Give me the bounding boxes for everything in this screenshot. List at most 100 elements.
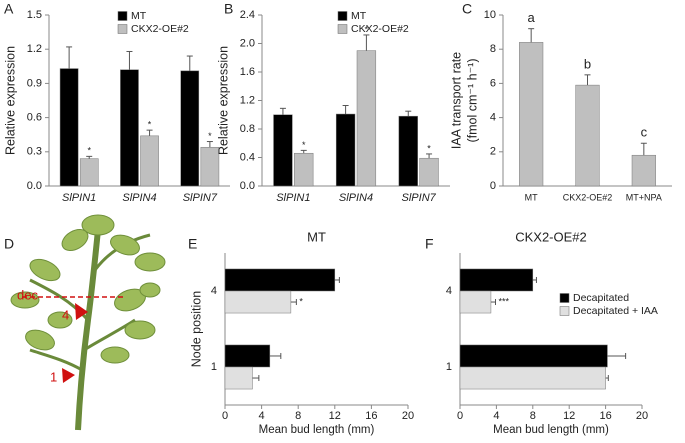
error-bar bbox=[532, 276, 537, 283]
annotation: * bbox=[299, 296, 303, 306]
x-tick-label: SlPIN1 bbox=[276, 192, 310, 204]
x-tick-label: 20 bbox=[402, 410, 414, 422]
plant-illustration: dec 4 1 D bbox=[4, 214, 166, 431]
error-bar bbox=[126, 50, 133, 70]
error-bar bbox=[605, 375, 609, 382]
y-axis-title: IAA transport rate bbox=[449, 52, 463, 149]
legend-swatch bbox=[337, 11, 348, 21]
legend-swatch bbox=[559, 306, 570, 316]
error-bar bbox=[342, 104, 349, 115]
y-tick-label: 1 bbox=[211, 361, 217, 373]
y-axis-title: (fmol cm⁻¹ h⁻¹) bbox=[465, 58, 479, 142]
panel-label: D bbox=[4, 236, 14, 252]
annotation: * bbox=[427, 143, 431, 153]
error-bar bbox=[640, 142, 647, 156]
bar bbox=[180, 70, 200, 187]
annotation: a bbox=[528, 10, 536, 25]
error-bar bbox=[252, 375, 260, 382]
y-tick-label: 0.8 bbox=[240, 123, 255, 135]
panel-label: E bbox=[188, 236, 197, 252]
error-bar bbox=[86, 155, 93, 159]
y-tick-label: 1.5 bbox=[27, 9, 42, 21]
y-tick-label: 0.9 bbox=[27, 77, 42, 89]
x-tick-label: SlPIN4 bbox=[122, 192, 156, 204]
error-bar bbox=[300, 149, 307, 154]
legend-label: Decapitated bbox=[573, 292, 629, 304]
legend-label: MT bbox=[351, 10, 367, 22]
bar bbox=[356, 50, 377, 187]
y-tick-label: 10 bbox=[484, 9, 496, 21]
y-tick-label: 0 bbox=[490, 180, 496, 192]
chart-title: MT bbox=[307, 229, 326, 244]
node-label: 1 bbox=[50, 369, 57, 384]
y-tick-label: 4 bbox=[446, 285, 452, 297]
error-bar bbox=[584, 74, 591, 86]
annotation: * bbox=[302, 140, 306, 150]
stem bbox=[75, 229, 101, 431]
y-tick-label: 8 bbox=[490, 43, 496, 55]
y-tick-label: 0.3 bbox=[27, 146, 42, 158]
y-axis-title: Relative expression bbox=[3, 46, 17, 155]
y-axis-title: Node position bbox=[189, 291, 203, 367]
legend-label: MT bbox=[131, 10, 147, 22]
legend-swatch bbox=[337, 24, 348, 34]
x-tick-label: 0 bbox=[457, 410, 463, 422]
error-bar bbox=[334, 276, 340, 283]
legend-label: Decapitated + IAA bbox=[573, 305, 658, 317]
bar bbox=[459, 268, 534, 292]
y-tick-label: 6 bbox=[490, 77, 496, 89]
y-tick-label: 2 bbox=[490, 146, 496, 158]
error-bar bbox=[269, 352, 282, 359]
panel-label: F bbox=[425, 236, 434, 252]
bar bbox=[224, 290, 292, 314]
y-tick-label: 0.0 bbox=[27, 180, 42, 192]
cut-label: dec bbox=[17, 287, 38, 302]
bar bbox=[575, 84, 600, 187]
y-tick-label: 4 bbox=[490, 112, 496, 124]
legend-label: CKX2-OE#2 bbox=[131, 23, 189, 35]
x-tick-label: SlPIN4 bbox=[339, 192, 373, 204]
x-axis-title: Mean bud length (mm) bbox=[493, 424, 609, 436]
bar bbox=[459, 344, 608, 368]
x-tick-label: 20 bbox=[636, 410, 648, 422]
bar bbox=[120, 69, 139, 187]
error-bar bbox=[290, 299, 297, 306]
bar bbox=[631, 154, 656, 187]
chart-title: CKX2-OE#2 bbox=[515, 229, 587, 244]
x-tick-label: 4 bbox=[259, 410, 265, 422]
bar bbox=[294, 152, 314, 187]
x-tick-label: 16 bbox=[365, 410, 377, 422]
error-bar bbox=[146, 129, 153, 136]
x-tick-label: 8 bbox=[295, 410, 301, 422]
node-arrow bbox=[62, 368, 75, 383]
x-tick-label: 16 bbox=[599, 410, 611, 422]
error-bar bbox=[607, 352, 627, 359]
legend-swatch bbox=[117, 24, 128, 34]
annotation: * bbox=[148, 120, 152, 130]
x-tick-label: SlPIN7 bbox=[402, 192, 437, 204]
bar bbox=[335, 113, 356, 187]
legend-swatch bbox=[117, 11, 128, 21]
y-tick-label: 0.6 bbox=[27, 112, 42, 124]
error-bar bbox=[66, 46, 73, 69]
x-tick-label: 12 bbox=[563, 410, 575, 422]
x-tick-label: SlPIN7 bbox=[183, 192, 218, 204]
y-tick-label: 1 bbox=[446, 361, 452, 373]
bar bbox=[224, 366, 253, 390]
x-tick-label: 0 bbox=[222, 410, 228, 422]
annotation: *** bbox=[498, 296, 509, 306]
panel-label: C bbox=[462, 1, 472, 17]
node-arrow bbox=[75, 303, 88, 320]
error-bar bbox=[279, 107, 286, 115]
y-tick-label: 0.4 bbox=[240, 151, 255, 163]
node-label: 4 bbox=[62, 307, 69, 322]
bar bbox=[224, 268, 336, 292]
annotation: * bbox=[365, 24, 369, 34]
y-tick-label: 1.6 bbox=[240, 66, 255, 78]
x-tick-label: MT bbox=[525, 192, 538, 202]
bar bbox=[59, 68, 79, 187]
error-bar bbox=[426, 153, 433, 159]
y-axis-title: Relative expression bbox=[216, 46, 230, 155]
y-tick-label: 2.4 bbox=[240, 9, 255, 21]
annotation: b bbox=[584, 56, 591, 71]
